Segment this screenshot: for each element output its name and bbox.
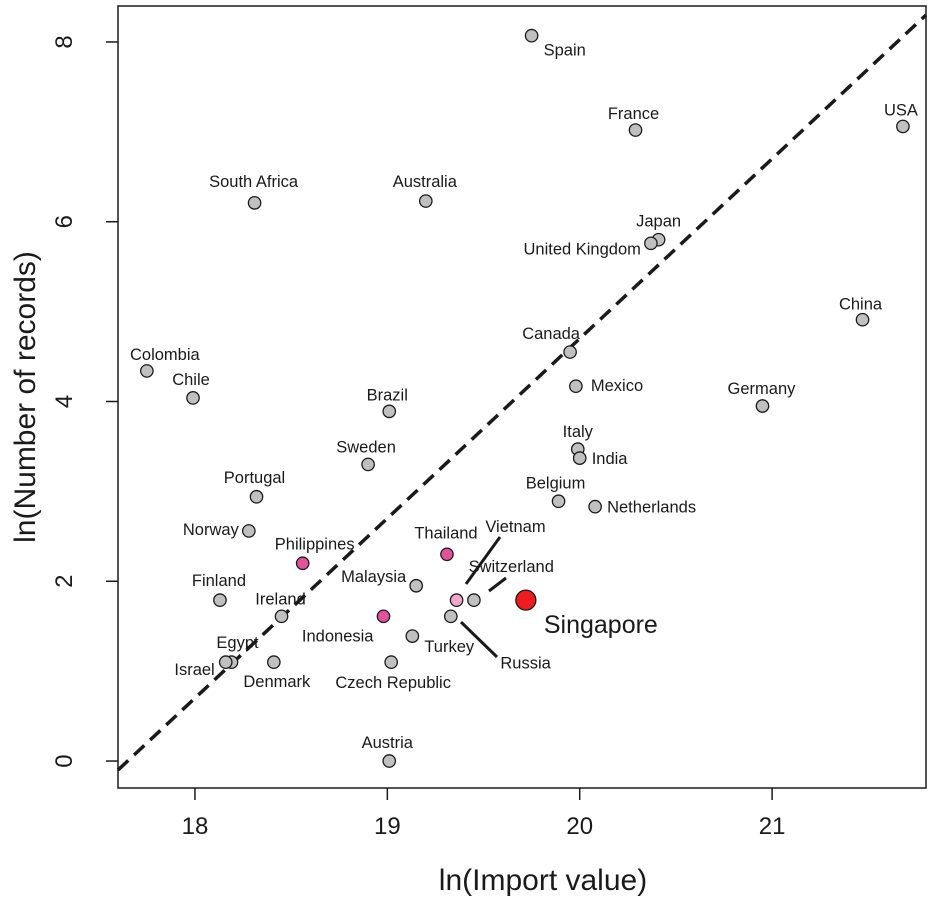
point-label-portugal: Portugal: [224, 469, 285, 487]
point-malaysia: [409, 578, 424, 593]
point-label-thailand: Thailand: [414, 524, 477, 542]
point-label-usa: USA: [884, 101, 918, 119]
y-tick-label: 0: [51, 754, 78, 767]
point-united-kingdom: [644, 236, 658, 251]
point-australia: [418, 194, 433, 208]
leader-line-vietnam: [464, 536, 502, 585]
point-label-malaysia: Malaysia: [341, 568, 407, 586]
x-axis-title: ln(Import value): [439, 864, 647, 897]
point-colombia: [140, 364, 154, 378]
point-layer: [140, 28, 910, 768]
point-label-italy: Italy: [563, 423, 594, 441]
point-belgium: [551, 494, 566, 509]
point-label-colombia: Colombia: [130, 346, 201, 364]
point-turkey: [405, 629, 420, 643]
point-label-russia: Russia: [500, 654, 551, 672]
point-sweden: [361, 457, 375, 472]
leader-line-switzerland: [488, 576, 507, 593]
point-indonesia: [376, 609, 391, 624]
point-label-brazil: Brazil: [367, 386, 408, 404]
point-philippines: [295, 556, 310, 571]
point-label-czech-republic: Czech Republic: [335, 674, 451, 692]
point-label-sweden: Sweden: [336, 438, 396, 456]
point-label-belgium: Belgium: [526, 474, 586, 492]
point-label-indonesia: Indonesia: [302, 627, 374, 645]
point-label-norway: Norway: [183, 521, 240, 539]
point-china: [855, 312, 870, 327]
point-portugal: [249, 489, 264, 504]
point-label-turkey: Turkey: [424, 638, 475, 656]
y-tick-label: 8: [51, 35, 78, 48]
point-india: [572, 451, 587, 465]
point-label-united-kingdom: United Kingdom: [523, 240, 640, 258]
point-label-denmark: Denmark: [243, 673, 311, 691]
point-label-netherlands: Netherlands: [607, 499, 696, 517]
point-label-canada: Canada: [522, 325, 581, 343]
point-label-finland: Finland: [192, 572, 246, 590]
point-israel: [218, 655, 233, 670]
point-label-philippines: Philippines: [275, 535, 355, 553]
point-label-switzerland: Switzerland: [469, 558, 554, 576]
point-singapore: [515, 589, 537, 611]
point-thailand: [440, 547, 454, 562]
axis-layer: 18 19 20 21 0 2 4 6 8: [51, 35, 785, 840]
point-label-japan: Japan: [636, 213, 681, 231]
point-canada: [563, 345, 577, 359]
point-label-france: France: [608, 105, 659, 123]
point-germany: [755, 399, 770, 413]
x-tick-label: 19: [374, 813, 401, 840]
point-vietnam: [449, 593, 464, 607]
point-label-ireland: Ireland: [255, 590, 305, 608]
point-russia: [443, 609, 458, 624]
point-austria: [382, 754, 397, 768]
point-mexico: [569, 379, 583, 394]
point-switzerland: [467, 593, 481, 607]
point-label-israel: Israel: [174, 661, 214, 679]
point-label-austria: Austria: [362, 734, 414, 752]
plot-frame: [117, 5, 927, 789]
point-south-africa: [247, 195, 262, 210]
point-norway: [241, 524, 256, 538]
leader-line-layer: [459, 536, 507, 659]
leader-line-russia: [459, 620, 499, 659]
point-denmark: [266, 655, 281, 670]
point-label-spain: Spain: [544, 42, 586, 60]
point-label-india: India: [592, 450, 629, 468]
point-france: [628, 123, 643, 137]
point-label-singapore: Singapore: [544, 611, 658, 639]
reference-line-layer: [116, 13, 928, 772]
point-chile: [186, 391, 200, 405]
y-axis-title: ln(Number of records): [9, 251, 42, 543]
reference-line: [116, 13, 928, 772]
point-label-china: China: [839, 296, 883, 314]
point-label-layer: Spain France USA South Africa Australia Japan…: [130, 42, 918, 752]
point-label-chile: Chile: [172, 371, 210, 389]
point-label-australia: Australia: [393, 173, 458, 191]
point-usa: [896, 119, 910, 134]
point-spain: [524, 28, 539, 43]
point-netherlands: [588, 499, 602, 514]
y-tick-label: 2: [51, 575, 78, 588]
y-tick-label: 4: [51, 395, 78, 408]
point-label-mexico: Mexico: [591, 377, 643, 395]
y-tick-label: 6: [51, 215, 78, 228]
point-label-south-africa: South Africa: [209, 173, 299, 191]
point-czech-republic: [384, 655, 399, 670]
point-label-vietnam: Vietnam: [485, 518, 545, 536]
point-label-germany: Germany: [728, 380, 797, 398]
x-tick-label: 21: [759, 813, 786, 840]
point-brazil: [382, 404, 397, 419]
point-label-egypt: Egypt: [216, 634, 259, 652]
x-tick-label: 20: [566, 813, 593, 840]
x-tick-label: 18: [182, 813, 209, 840]
point-finland: [213, 593, 227, 607]
point-ireland: [274, 609, 289, 624]
